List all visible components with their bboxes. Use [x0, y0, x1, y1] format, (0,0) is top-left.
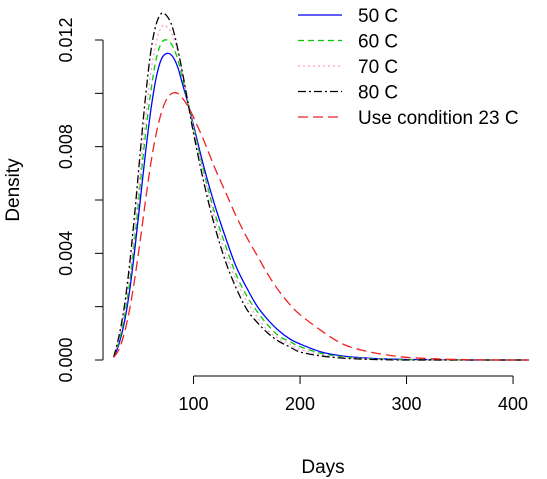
legend-label-2: 70 C [358, 57, 398, 78]
legend-label-0: 50 C [358, 6, 398, 27]
x-tick-label: 400 [498, 394, 528, 414]
x-tick-label: 100 [179, 394, 209, 414]
series-line-3 [113, 12, 530, 361]
legend: 50 C 60 C 70 C 80 C Use condition 23 C [298, 6, 519, 129]
x-tick-label: 200 [285, 394, 315, 414]
legend-label-4: Use condition 23 C [358, 108, 519, 129]
x-tick-label: 300 [392, 394, 422, 414]
y-tick-label: 0.008 [56, 124, 76, 169]
axes: 100 200 300 400 0.000 0.004 0.008 0.012 [56, 17, 528, 414]
y-tick-label: 0.004 [56, 231, 76, 276]
series-line-4 [113, 92, 530, 361]
legend-label-3: 80 C [358, 83, 398, 104]
legend-label-1: 60 C [358, 32, 398, 53]
y-axis-label: Density [3, 158, 24, 222]
series-lines [113, 12, 530, 361]
x-axis-label: Days [301, 457, 344, 478]
y-tick-label: 0.000 [56, 337, 76, 382]
series-line-0 [113, 52, 530, 361]
y-tick-label: 0.012 [56, 17, 76, 62]
series-line-1 [113, 39, 530, 361]
series-line-2 [113, 24, 530, 361]
